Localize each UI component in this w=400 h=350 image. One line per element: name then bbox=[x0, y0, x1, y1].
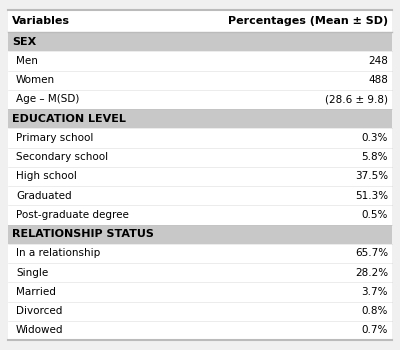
Bar bbox=[8, 282, 392, 301]
Text: 0.3%: 0.3% bbox=[362, 133, 388, 143]
Text: (28.6 ± 9.8): (28.6 ± 9.8) bbox=[325, 94, 388, 104]
Text: Primary school: Primary school bbox=[16, 133, 93, 143]
Text: Post-graduate degree: Post-graduate degree bbox=[16, 210, 129, 220]
Bar bbox=[8, 263, 392, 282]
Text: In a relationship: In a relationship bbox=[16, 248, 100, 258]
Text: Age – M(SD): Age – M(SD) bbox=[16, 94, 79, 104]
Text: 65.7%: 65.7% bbox=[355, 248, 388, 258]
Text: 0.8%: 0.8% bbox=[362, 306, 388, 316]
Bar bbox=[8, 70, 392, 90]
Text: Divorced: Divorced bbox=[16, 306, 62, 316]
Bar bbox=[8, 90, 392, 109]
Text: Secondary school: Secondary school bbox=[16, 152, 108, 162]
Text: 5.8%: 5.8% bbox=[362, 152, 388, 162]
Bar bbox=[8, 32, 392, 51]
Text: Men: Men bbox=[16, 56, 38, 66]
Text: 248: 248 bbox=[368, 56, 388, 66]
Text: Graduated: Graduated bbox=[16, 191, 72, 201]
Text: 3.7%: 3.7% bbox=[362, 287, 388, 297]
Text: 488: 488 bbox=[368, 75, 388, 85]
Bar bbox=[8, 224, 392, 244]
Text: 0.7%: 0.7% bbox=[362, 326, 388, 335]
Bar bbox=[8, 167, 392, 186]
Text: High school: High school bbox=[16, 172, 77, 181]
Text: Widowed: Widowed bbox=[16, 326, 64, 335]
Text: 28.2%: 28.2% bbox=[355, 268, 388, 278]
Bar bbox=[8, 301, 392, 321]
Text: SEX: SEX bbox=[12, 37, 36, 47]
Text: Single: Single bbox=[16, 268, 48, 278]
Bar bbox=[8, 321, 392, 340]
Text: Women: Women bbox=[16, 75, 55, 85]
Text: EDUCATION LEVEL: EDUCATION LEVEL bbox=[12, 114, 126, 124]
Bar bbox=[8, 128, 392, 147]
Bar bbox=[8, 205, 392, 224]
Text: Percentages (Mean ± SD): Percentages (Mean ± SD) bbox=[228, 16, 388, 26]
Text: Married: Married bbox=[16, 287, 56, 297]
Text: 37.5%: 37.5% bbox=[355, 172, 388, 181]
Text: RELATIONSHIP STATUS: RELATIONSHIP STATUS bbox=[12, 229, 154, 239]
Text: Variables: Variables bbox=[12, 16, 70, 26]
Bar bbox=[8, 51, 392, 70]
Text: 51.3%: 51.3% bbox=[355, 191, 388, 201]
Bar bbox=[8, 109, 392, 128]
Text: 0.5%: 0.5% bbox=[362, 210, 388, 220]
Bar bbox=[8, 147, 392, 167]
Bar bbox=[8, 186, 392, 205]
Bar bbox=[8, 244, 392, 263]
